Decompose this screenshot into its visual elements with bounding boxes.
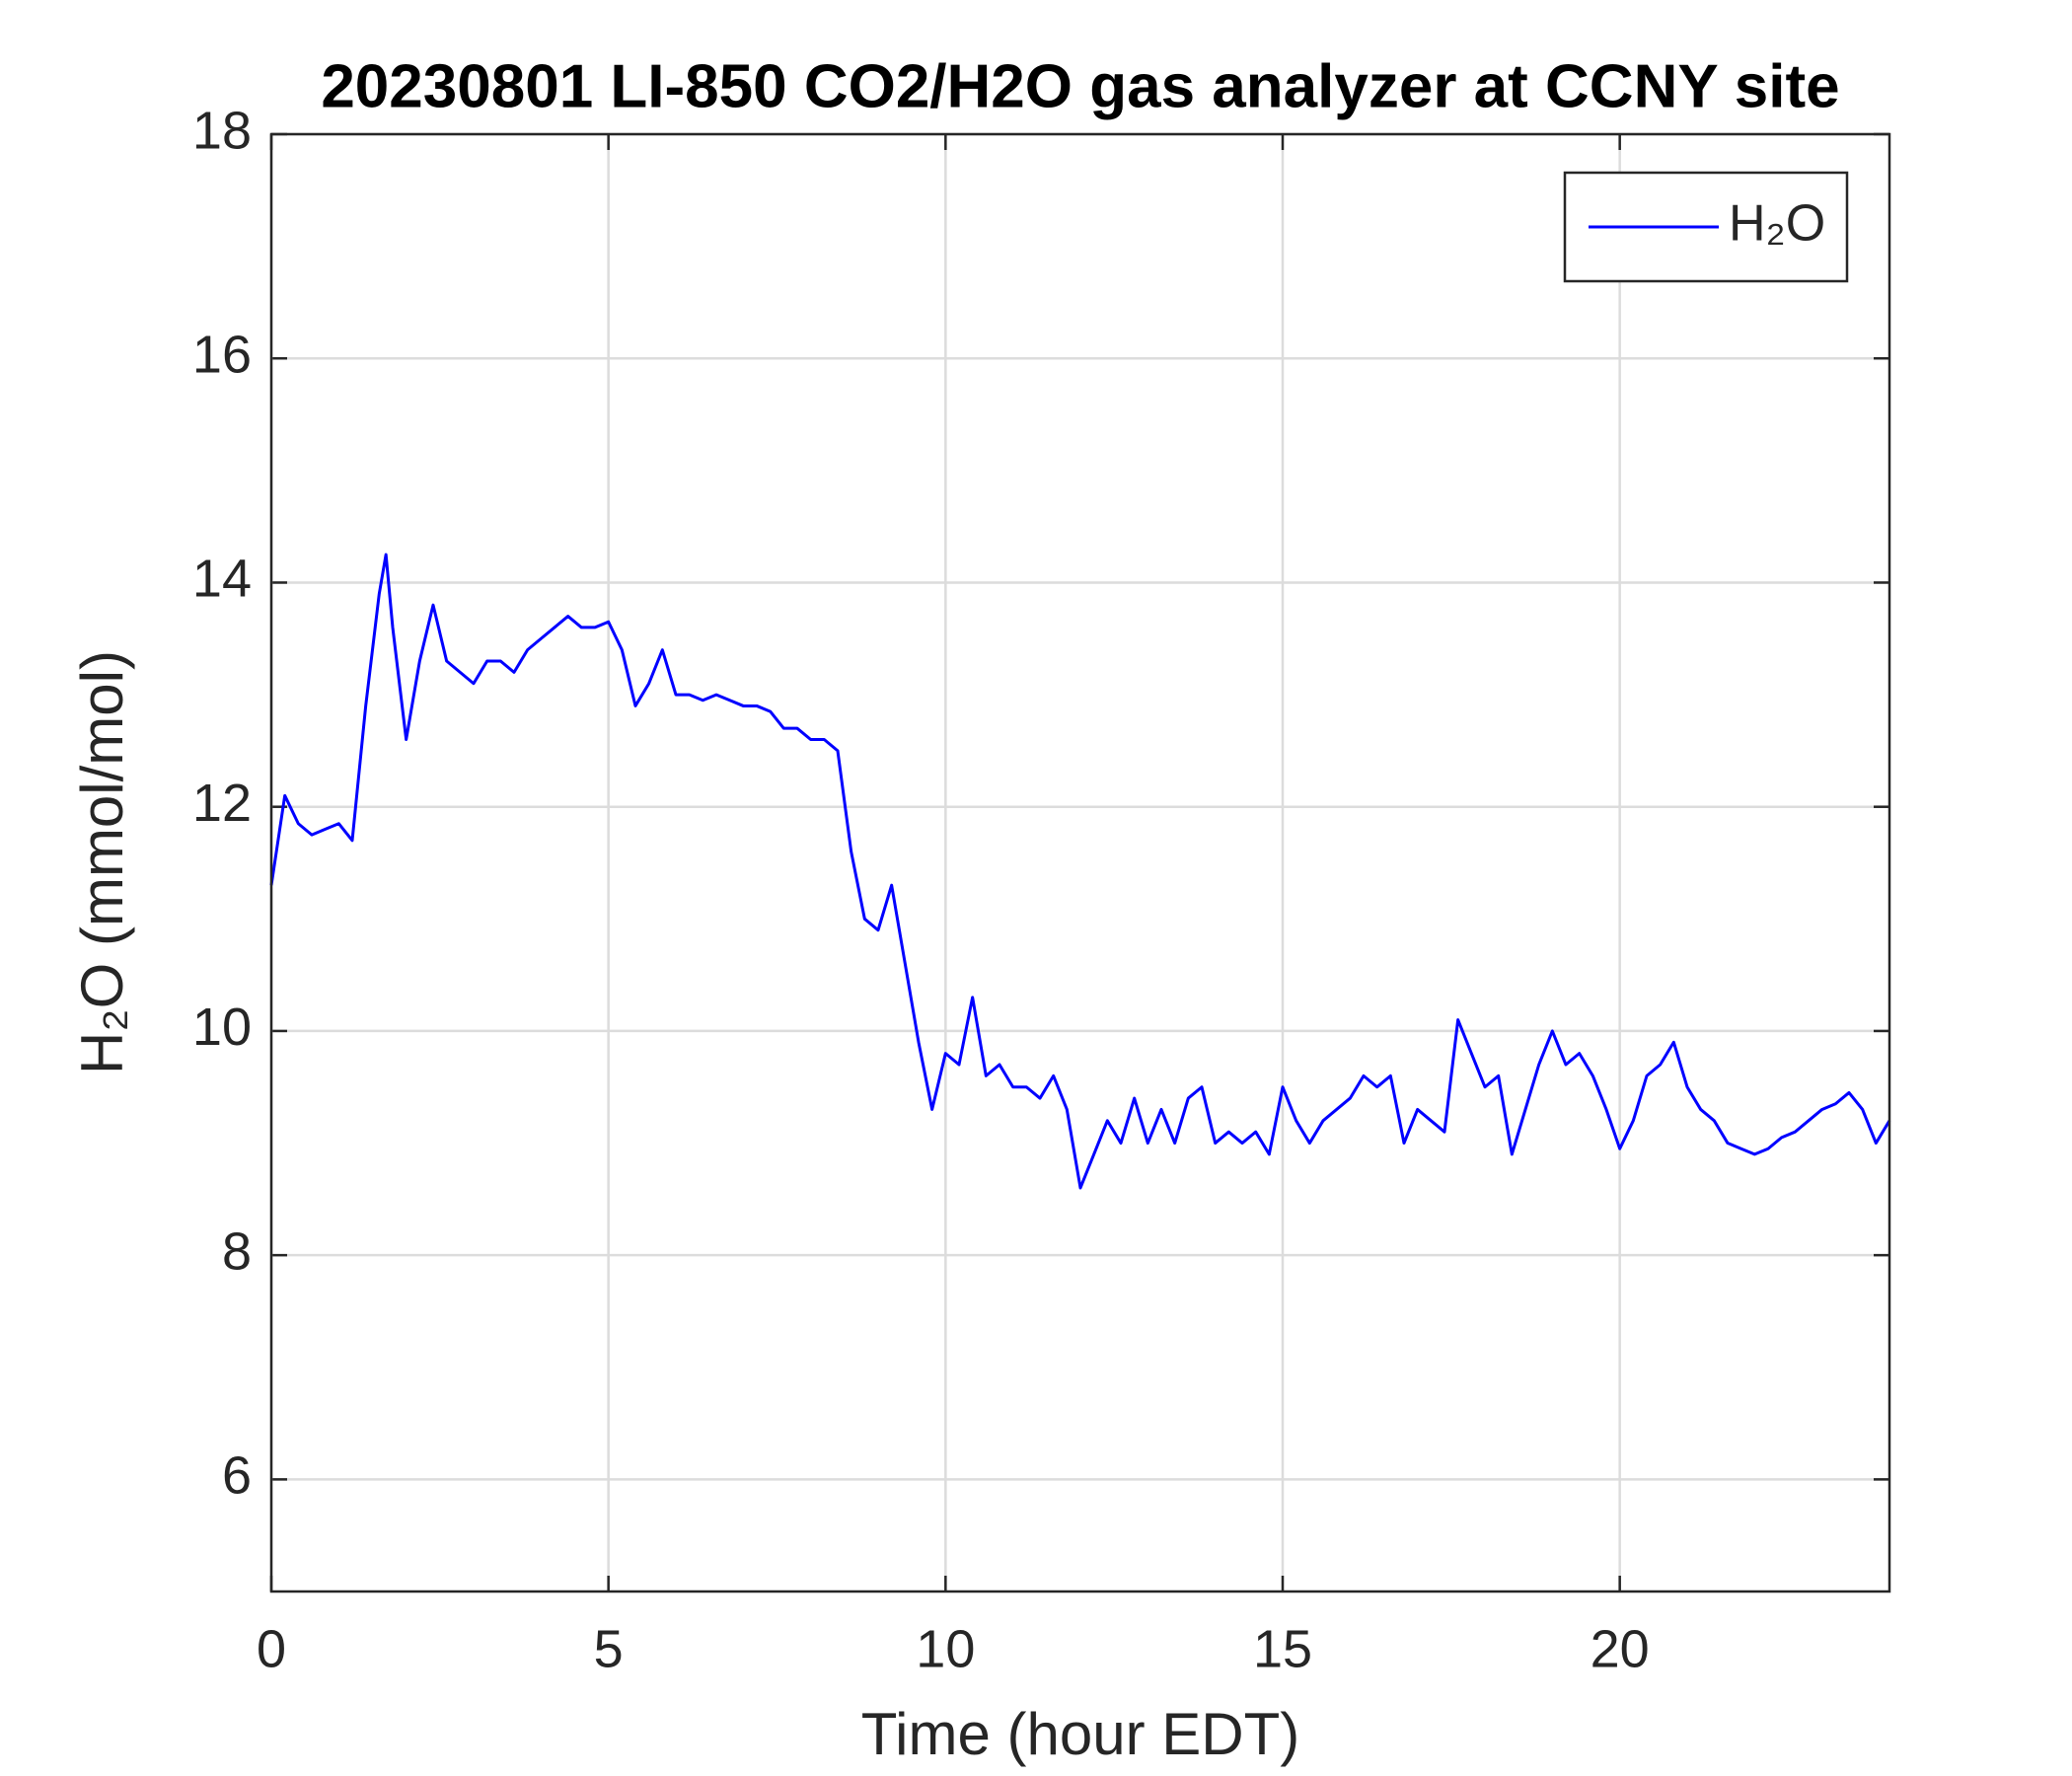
plot-area [271,134,1889,1591]
y-tick-label: 6 [222,1446,252,1506]
y-tick-label: 8 [222,1221,252,1281]
y-tick-label: 10 [192,998,252,1057]
y-tick-label: 14 [192,550,252,609]
x-tick-label: 0 [257,1619,286,1678]
y-axis-label: H₂O (mmol/mol) [69,650,135,1074]
legend-label: H₂O [1729,195,1825,253]
x-axis-label: Time (hour EDT) [861,1701,1300,1767]
y-tick-label: 12 [192,774,252,833]
x-tick-label: 20 [1591,1619,1650,1678]
data-line [269,553,1891,1190]
legend: H₂O [1563,171,1849,283]
x-tick-label: 10 [916,1619,975,1678]
y-tick-label: 16 [192,325,252,384]
chart-title: 20230801 LI-850 CO2/H2O gas analyzer at … [321,52,1839,120]
axes-box [269,132,1891,1593]
x-tick-label: 15 [1253,1619,1312,1678]
x-tick-label: 5 [594,1619,624,1678]
y-tick-label: 18 [192,101,252,160]
